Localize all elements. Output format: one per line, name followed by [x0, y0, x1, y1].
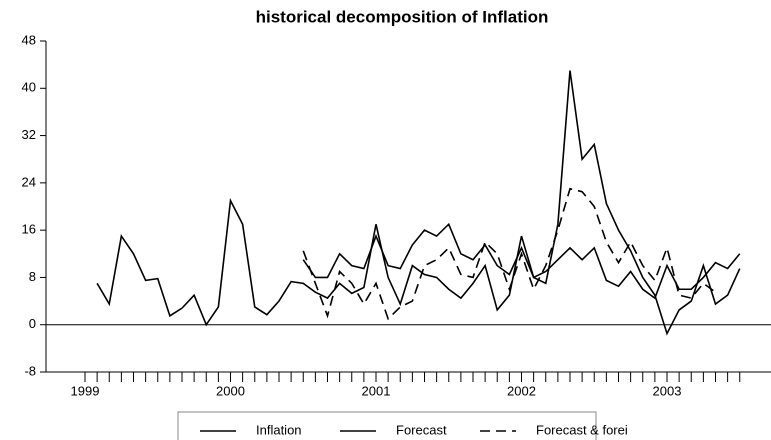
- x-tick-label: 2003: [653, 383, 682, 398]
- x-tick-label: 2002: [507, 383, 536, 398]
- x-tick-label: 1999: [71, 383, 100, 398]
- y-tick-label: 48: [22, 32, 36, 47]
- y-tick-label: -8: [24, 363, 36, 378]
- x-tick-label: 2001: [362, 383, 391, 398]
- chart-title: historical decomposition of Inflation: [256, 7, 549, 26]
- y-tick-label: 24: [22, 174, 36, 189]
- legend-label: Forecast & forei: [536, 422, 628, 437]
- legend-box: [177, 411, 597, 440]
- x-tick-label: 2000: [216, 383, 245, 398]
- legend-label: Forecast: [396, 422, 447, 437]
- y-tick-label: 32: [22, 127, 36, 142]
- series-line: [302, 222, 741, 300]
- series-line: [96, 70, 741, 336]
- y-tick-label: 16: [22, 222, 36, 237]
- y-tick-label: 40: [22, 80, 36, 95]
- y-tick-label: 8: [29, 269, 36, 284]
- series-line: [302, 187, 716, 321]
- legend-label: Inflation: [256, 422, 302, 437]
- y-tick-label: 0: [29, 316, 36, 331]
